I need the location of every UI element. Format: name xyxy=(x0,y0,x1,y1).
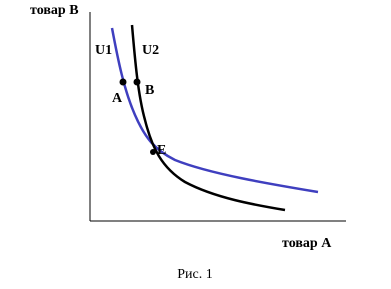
point-label: E xyxy=(157,143,166,158)
curve-u1 xyxy=(110,27,319,194)
curve-label: U1 xyxy=(95,43,112,58)
curve-label: U2 xyxy=(142,43,159,58)
caption: Рис. 1 xyxy=(177,267,213,282)
point-b xyxy=(133,78,141,86)
x-axis-label: товар А xyxy=(282,236,332,251)
y-axis-label: товар В xyxy=(30,3,79,18)
point-label: A xyxy=(112,91,123,106)
point-label: B xyxy=(145,83,154,98)
curve-u2 xyxy=(130,24,286,212)
point-a xyxy=(119,78,127,86)
point-e xyxy=(150,149,156,155)
